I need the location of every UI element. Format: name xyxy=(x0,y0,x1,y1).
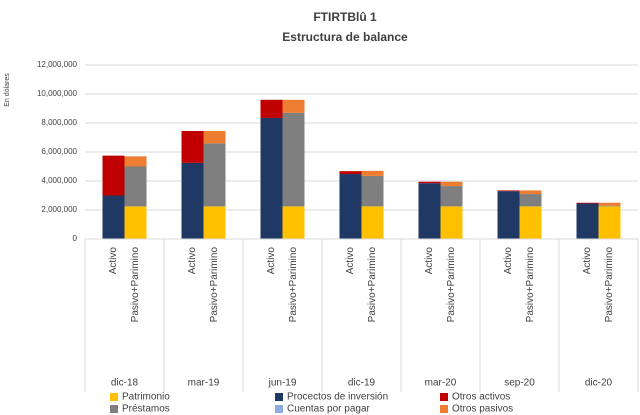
bar-segment xyxy=(440,186,463,207)
bar-segment xyxy=(124,166,147,207)
bar-segment xyxy=(497,191,520,239)
bar-segment xyxy=(282,99,305,113)
legend-label: Otros pasivos xyxy=(452,404,513,415)
legend-swatch xyxy=(440,405,448,413)
group-label: sep-20 xyxy=(504,378,535,389)
bar-segment xyxy=(598,205,621,207)
bar-segment xyxy=(282,112,305,207)
bar-segment xyxy=(361,175,384,207)
x-tick-label: Activo xyxy=(503,247,514,275)
bar-segment xyxy=(361,170,384,176)
bar-segment xyxy=(519,194,542,207)
x-tick-label: Activo xyxy=(187,247,198,275)
bar-segment xyxy=(519,190,542,195)
x-tick-label: Pasivo+Parimino xyxy=(367,247,378,323)
legend-label: Cuentas por pagar xyxy=(287,404,371,415)
group-label: dic-18 xyxy=(111,378,139,389)
x-tick-label: Pasivo+Parimino xyxy=(446,247,457,323)
y-tick-label: 10,000,000 xyxy=(37,89,78,98)
bar-segment xyxy=(598,202,621,206)
group-label: dic-20 xyxy=(585,378,613,389)
x-tick-label: Pasivo+Parimino xyxy=(130,247,141,323)
x-tick-label: Activo xyxy=(345,247,356,275)
bar-segment xyxy=(497,190,520,192)
x-tick-label: Pasivo+Parimino xyxy=(525,247,536,323)
y-axis-label: En dólares xyxy=(4,73,11,107)
y-tick-label: 0 xyxy=(73,234,78,243)
group-label: jun-19 xyxy=(268,378,297,389)
legend-label: Procectos de inversión xyxy=(287,392,388,403)
bar-segment xyxy=(339,171,362,175)
y-tick-label: 8,000,000 xyxy=(41,118,77,127)
legend-swatch xyxy=(275,405,283,413)
y-tick-label: 4,000,000 xyxy=(41,176,77,185)
bar-segment xyxy=(440,181,463,187)
x-tick-label: Activo xyxy=(582,247,593,275)
bar-segment xyxy=(598,206,621,239)
x-tick-label: Pasivo+Parimino xyxy=(209,247,220,323)
chart-title: FTIRTBlû 1 xyxy=(313,10,377,24)
bar-segment xyxy=(361,206,384,239)
x-tick-label: Activo xyxy=(108,247,119,275)
bar-segment xyxy=(260,117,283,239)
bar-segment xyxy=(260,99,283,118)
x-tick-label: Pasivo+Parimino xyxy=(604,247,615,323)
bar-segment xyxy=(519,206,542,239)
legend-swatch xyxy=(110,393,118,401)
legend-swatch xyxy=(275,393,283,401)
y-tick-label: 12,000,000 xyxy=(37,60,78,69)
legend-swatch xyxy=(110,405,118,413)
y-tick-label: 2,000,000 xyxy=(41,205,77,214)
bar-segment xyxy=(124,156,147,167)
bar-segment xyxy=(124,206,147,239)
y-tick-label: 6,000,000 xyxy=(41,147,77,156)
bar-segment xyxy=(418,181,441,184)
legend-label: Préstamos xyxy=(122,404,170,415)
bar-segment xyxy=(102,195,125,239)
legend-label: Patrimonio xyxy=(122,392,170,403)
bar-segment xyxy=(102,155,125,196)
group-label: dic-19 xyxy=(348,378,376,389)
bar-segment xyxy=(576,203,599,239)
bar-segment xyxy=(339,174,362,239)
bar-segment xyxy=(440,206,463,239)
group-label: mar-20 xyxy=(425,378,457,389)
bar-segment xyxy=(203,130,226,144)
group-label: mar-19 xyxy=(188,378,220,389)
bar-segment xyxy=(418,183,441,239)
bar-segment xyxy=(203,206,226,239)
bar-segment xyxy=(181,130,204,163)
legend-swatch xyxy=(440,393,448,401)
chart-subtitle: Estructura de balance xyxy=(282,30,408,44)
x-tick-label: Pasivo+Parimino xyxy=(288,247,299,323)
bar-segment xyxy=(203,143,226,207)
bar-segment xyxy=(576,202,599,204)
x-tick-label: Activo xyxy=(266,247,277,275)
x-tick-label: Activo xyxy=(424,247,435,275)
bar-segment xyxy=(181,162,204,239)
legend-label: Otros activos xyxy=(452,392,510,403)
bar-segment xyxy=(282,206,305,239)
